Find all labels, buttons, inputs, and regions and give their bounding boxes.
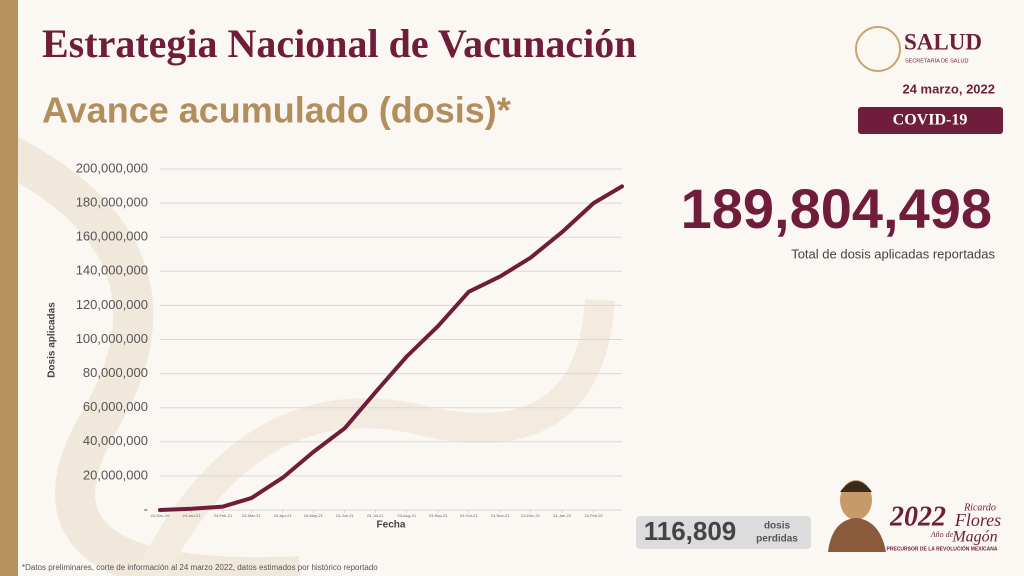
line-series: [158, 184, 624, 512]
emblem-motto: PRECURSOR DE LA REVOLUCIÓN MEXICANA: [887, 544, 998, 552]
x-tick-label: 24-Nov-21: [491, 513, 510, 518]
total-value: 189,804,498: [681, 177, 992, 240]
x-tick-label: 24-Feb-21: [214, 513, 233, 518]
y-tick-label: -: [144, 501, 148, 516]
emblem-year: 2022: [889, 501, 946, 532]
y-tick-label: 40,000,000: [83, 433, 148, 448]
x-tick-label: 24-Dec-20: [151, 513, 170, 518]
x-tick-label: 24-Aug-21: [397, 513, 416, 518]
emblem-text: Año de: [930, 530, 954, 539]
x-tick-label: 24-Jan-22: [553, 513, 572, 518]
portrait: [828, 480, 886, 552]
y-tick-label: 80,000,000: [83, 365, 148, 380]
chart: Dosis aplicadas Fecha - 20,000,000 40,000,…: [47, 160, 624, 531]
y-tick-label: 60,000,000: [83, 399, 148, 414]
logo-text: SALUD: [904, 29, 982, 54]
x-tick-label: 24-Jan-21: [182, 513, 201, 518]
emblem-text: Ricardo: [963, 502, 996, 513]
y-tick-label: 200,000,000: [76, 160, 148, 175]
y-tick-label: 140,000,000: [76, 263, 148, 278]
y-tick-label: 120,000,000: [76, 297, 148, 312]
title: Estrategia Nacional de Vacunación: [42, 21, 636, 66]
badge: [858, 107, 1003, 134]
lost-value: 116,809: [644, 516, 737, 546]
y-tick-label: 20,000,000: [83, 467, 148, 482]
left-stripe: [0, 0, 18, 576]
y-tick-label: 100,000,000: [76, 331, 148, 346]
x-tick-label: 24-Sep-21: [429, 513, 448, 518]
lost-box: [636, 516, 811, 549]
x-tick-label: 24-Feb-22: [584, 513, 603, 518]
lost-label: dosis: [764, 521, 791, 532]
x-tick-label: 24-Jul-21: [367, 513, 384, 518]
y-tick-label: 160,000,000: [76, 229, 148, 244]
emblem-text: Magón: [951, 529, 997, 546]
y-tick-label: 180,000,000: [76, 195, 148, 210]
y-axis-label: Dosis aplicadas: [47, 302, 58, 378]
date: 24 marzo, 2022: [902, 81, 995, 96]
badge-text: COVID-19: [893, 112, 968, 129]
emblem-text: Flores: [954, 510, 1001, 530]
x-tick-label: 24-Jun-21: [336, 513, 355, 518]
logo-subtext: SECRETARÍA DE SALUD: [905, 57, 968, 64]
subtitle: Avance acumulado (dosis)*: [42, 90, 511, 131]
x-tick-label: 24-Mar-21: [242, 513, 261, 518]
total-caption: Total de dosis aplicadas reportadas: [791, 246, 995, 261]
lost-label: perdidas: [756, 534, 798, 545]
x-tick-label: 24-Oct-21: [460, 513, 479, 518]
x-tick-label: 24-Apr-21: [274, 513, 293, 518]
x-tick-label: 24-Dec-21: [521, 513, 540, 518]
x-tick-label: 24-May-21: [304, 513, 324, 518]
logo-emblem: [855, 26, 901, 72]
x-axis-label: Fecha: [377, 520, 406, 531]
background-pattern: [136, 298, 615, 576]
footer-note: *Datos preliminares, corte de informació…: [22, 563, 378, 572]
